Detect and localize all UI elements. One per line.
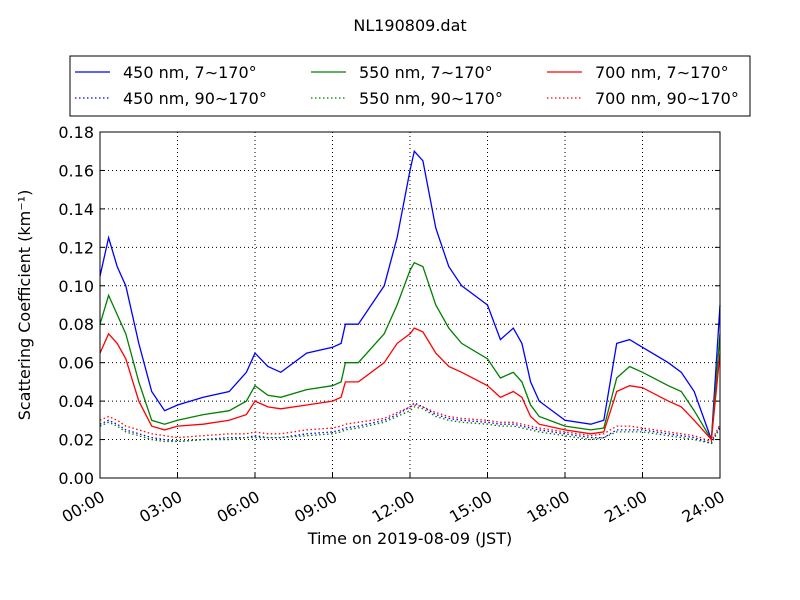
legend-label: 700 nm, 90∼170°	[595, 89, 739, 108]
legend-label: 450 nm, 90∼170°	[123, 89, 267, 108]
y-tick-label: 0.14	[58, 200, 94, 219]
x-tick-label: 00:00	[59, 487, 108, 527]
series-line	[99, 327, 721, 442]
series-line	[99, 261, 721, 442]
x-tick-label: 12:00	[369, 487, 418, 527]
legend-label: 550 nm, 7∼170°	[359, 63, 493, 82]
series-line	[99, 404, 721, 443]
legend-box	[69, 55, 751, 117]
y-tick-label: 0.02	[58, 431, 94, 450]
plot-frame	[99, 131, 721, 479]
x-axis-label: Time on 2019-08-09 (JST)	[307, 529, 512, 548]
y-tick-label: 0.18	[58, 123, 94, 142]
y-axis-label: Scattering Coefficient (km⁻¹)	[15, 190, 34, 421]
chart-title: NL190809.dat	[353, 16, 466, 35]
x-tick-label: 09:00	[291, 487, 340, 527]
x-tick-label: 06:00	[214, 487, 263, 527]
y-tick-label: 0.12	[58, 238, 94, 257]
legend-label: 550 nm, 90∼170°	[359, 89, 503, 108]
y-tick-label: 0.08	[58, 315, 94, 334]
legend-label: 700 nm, 7∼170°	[595, 63, 729, 82]
y-tick-label: 0.16	[58, 161, 94, 180]
y-tick-label: 0.06	[58, 354, 94, 373]
y-tick-label: 0.04	[58, 392, 94, 411]
x-tick-label: 03:00	[136, 487, 185, 527]
y-tick-label: 0.00	[58, 469, 94, 488]
x-tick-label: 18:00	[524, 487, 573, 527]
x-tick-label: 15:00	[446, 487, 495, 527]
x-tick-label: 24:00	[679, 487, 728, 527]
series-line	[99, 149, 721, 440]
series-line	[99, 402, 721, 445]
y-tick-label: 0.10	[58, 277, 94, 296]
legend-label: 450 nm, 7∼170°	[123, 63, 257, 82]
x-tick-label: 21:00	[601, 487, 650, 527]
